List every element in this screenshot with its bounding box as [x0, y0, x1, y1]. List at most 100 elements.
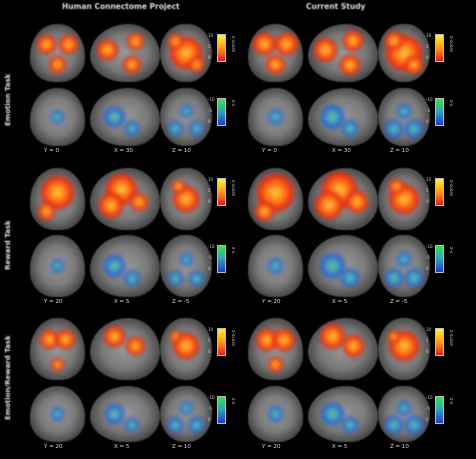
deactivation-blob — [396, 252, 412, 268]
deactivation-blob — [267, 258, 284, 274]
deactivation-blob — [188, 417, 205, 433]
brain-slice-cor — [248, 386, 303, 442]
slice-coordinate-label: X = 5 — [332, 444, 348, 450]
slice-coordinate-label: X = 5 — [332, 299, 348, 305]
activation-blob — [253, 33, 276, 56]
deactivation-blob — [167, 270, 184, 287]
activation-blob — [342, 335, 365, 357]
activation-blob — [313, 38, 338, 62]
scale-tick-label: 5 — [426, 338, 429, 343]
scale-tick-label: -5 — [208, 406, 212, 411]
deactivation-blob — [188, 120, 205, 137]
negative-scale-bar — [217, 396, 226, 424]
scale-tick-label: -10 — [208, 244, 215, 249]
negative-scale-bar — [217, 245, 226, 273]
activation-blob — [49, 56, 66, 73]
scale-unit-label: z-s — [448, 100, 453, 107]
deactivation-blob — [321, 402, 344, 426]
deactivation-blob — [396, 400, 412, 416]
brain-slice-axi — [160, 168, 212, 230]
deactivation-blob — [405, 119, 424, 138]
deactivation-blob — [179, 401, 193, 415]
deactivation-blob — [167, 120, 184, 137]
scale-tick-label: -10 — [426, 97, 433, 102]
brain-slice-axi — [160, 235, 212, 297]
scale-tick-label: 5 — [426, 188, 429, 193]
task-label-reward: Reward Task — [4, 220, 12, 270]
deactivation-blob — [341, 120, 359, 137]
activation-blob — [56, 330, 76, 350]
slice-coordinate-label: Z = 10 — [390, 148, 409, 154]
scale-tick-label: 0 — [426, 417, 429, 422]
scale-unit-label: z-s — [230, 398, 235, 405]
activation-blob — [320, 324, 345, 350]
column-title-hcp: Human Connectome Project — [62, 2, 180, 11]
brain-slice-cor — [248, 24, 303, 82]
slice-coordinate-label: X = 5 — [114, 299, 130, 305]
activation-blob — [387, 330, 400, 343]
brain-slice-axi — [378, 235, 430, 297]
scale-tick-label: 0 — [208, 199, 211, 204]
task-label-emotion: Emotion Task — [4, 73, 12, 126]
scale-tick-label: 5 — [208, 188, 211, 193]
scale-tick-label: -5 — [426, 406, 430, 411]
deactivation-blob — [405, 416, 424, 435]
deactivation-blob — [384, 119, 403, 138]
scale-unit-label: z-s — [230, 247, 235, 254]
deactivation-blob — [179, 253, 193, 267]
activation-blob — [339, 54, 360, 75]
scale-tick-label: -5 — [426, 255, 430, 260]
scale-tick-label: 10 — [208, 177, 214, 182]
brain-slice-axi — [378, 318, 430, 380]
activation-blob — [58, 34, 79, 54]
activation-blob — [343, 31, 364, 52]
deactivation-blob — [104, 404, 125, 424]
deactivation-blob — [396, 103, 412, 119]
brain-slice-sag — [90, 168, 160, 230]
brain-slice-cor — [30, 24, 85, 82]
brain-slice-cor — [30, 386, 85, 442]
activation-blob — [50, 357, 65, 372]
brain-slice-cor — [248, 235, 303, 297]
activation-blob — [267, 356, 284, 373]
activation-blob — [272, 328, 295, 351]
deactivation-blob — [124, 270, 140, 287]
positive-scale-bar — [217, 178, 226, 206]
slice-coordinate-label: Z = 10 — [390, 444, 409, 450]
scale-tick-label: 0 — [208, 119, 211, 124]
activation-blob — [38, 203, 55, 220]
activation-blob — [256, 328, 279, 351]
scale-tick-label: -10 — [208, 97, 215, 102]
brain-slice-sag — [90, 235, 160, 297]
brain-slice-axi — [378, 24, 430, 82]
column-title-current-study: Current Study — [306, 2, 366, 11]
activation-blob — [98, 192, 124, 218]
positive-scale-bar — [217, 34, 226, 62]
activation-blob — [97, 39, 118, 61]
deactivation-blob — [384, 416, 403, 435]
scale-tick-label: 0 — [426, 199, 429, 204]
scale-tick-label: -5 — [426, 108, 430, 113]
task-label-emotion-reward: Emotion/Reward Task — [4, 335, 12, 420]
activation-blob — [346, 191, 368, 213]
brain-slice-axi — [378, 88, 430, 146]
scale-unit-label: z-score — [230, 36, 235, 53]
scale-tick-label: 5 — [426, 44, 429, 49]
deactivation-blob — [125, 418, 139, 433]
scale-unit-label: z-score — [230, 330, 235, 347]
deactivation-blob — [50, 110, 65, 124]
brain-slice-axi — [378, 386, 430, 442]
scale-tick-label: 10 — [426, 177, 432, 182]
brain-slice-cor — [30, 318, 85, 380]
negative-scale-bar — [435, 98, 444, 126]
positive-scale-bar — [435, 328, 444, 356]
activation-blob — [126, 32, 145, 51]
deactivation-blob — [320, 105, 345, 129]
brain-slice-cor — [30, 88, 85, 146]
slice-coordinate-label: Z = 10 — [172, 444, 191, 450]
brain-slice-cor — [30, 235, 85, 297]
negative-scale-bar — [435, 396, 444, 424]
slice-coordinate-label: Y = 20 — [44, 299, 63, 305]
scale-tick-label: -10 — [426, 244, 433, 249]
brain-slice-cor — [248, 168, 303, 230]
